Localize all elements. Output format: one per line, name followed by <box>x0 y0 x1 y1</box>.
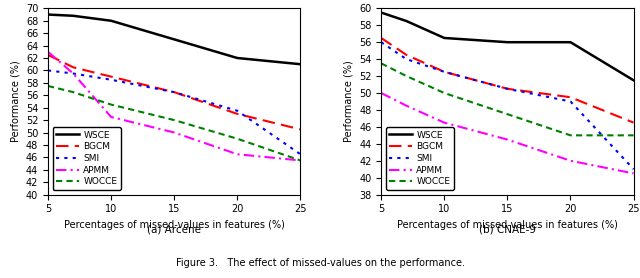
SMI <box>44 69 52 72</box>
WSCE <box>403 19 410 23</box>
BGCM <box>44 53 52 57</box>
APMM <box>378 91 385 95</box>
Text: Figure 3.   The effect of missed-values on the performance.: Figure 3. The effect of missed-values on… <box>175 258 465 268</box>
APMM <box>69 72 77 75</box>
BGCM <box>234 112 241 116</box>
Line: BGCM: BGCM <box>381 38 634 123</box>
Line: APMM: APMM <box>381 93 634 173</box>
SMI <box>170 91 178 94</box>
WSCE <box>630 79 637 82</box>
WOCCE <box>44 84 52 88</box>
SMI <box>630 168 637 171</box>
BGCM <box>566 96 574 99</box>
BGCM <box>630 121 637 124</box>
WSCE <box>296 63 304 66</box>
WOCCE <box>440 91 448 95</box>
Legend: WSCE, BGCM, SMI, APMM, WOCCE: WSCE, BGCM, SMI, APMM, WOCCE <box>386 127 454 190</box>
WSCE <box>234 56 241 60</box>
WOCCE <box>378 62 385 65</box>
APMM <box>296 159 304 162</box>
WSCE <box>504 41 511 44</box>
BGCM <box>378 36 385 40</box>
SMI <box>69 72 77 75</box>
SMI <box>108 78 115 81</box>
Line: WOCCE: WOCCE <box>381 63 634 135</box>
BGCM <box>69 66 77 69</box>
X-axis label: Percentages of missed-values in features (%): Percentages of missed-values in features… <box>397 220 618 230</box>
SMI <box>440 70 448 73</box>
WSCE <box>170 38 178 41</box>
APMM <box>108 115 115 119</box>
WOCCE <box>403 75 410 78</box>
APMM <box>440 121 448 124</box>
APMM <box>234 153 241 156</box>
BGCM <box>440 70 448 73</box>
Line: SMI: SMI <box>381 42 634 169</box>
WSCE <box>378 11 385 14</box>
X-axis label: Percentages of missed-values in features (%): Percentages of missed-values in features… <box>64 220 285 230</box>
APMM <box>504 138 511 141</box>
WSCE <box>440 36 448 40</box>
APMM <box>44 50 52 53</box>
Legend: WSCE, BGCM, SMI, APMM, WOCCE: WSCE, BGCM, SMI, APMM, WOCCE <box>52 127 121 190</box>
WSCE <box>44 13 52 16</box>
SMI <box>296 153 304 156</box>
BGCM <box>504 87 511 90</box>
WOCCE <box>69 91 77 94</box>
APMM <box>403 104 410 107</box>
APMM <box>630 172 637 175</box>
WSCE <box>566 41 574 44</box>
Line: WSCE: WSCE <box>48 14 300 64</box>
SMI <box>378 41 385 44</box>
Line: BGCM: BGCM <box>48 55 300 129</box>
APMM <box>566 159 574 162</box>
Line: SMI: SMI <box>48 70 300 154</box>
SMI <box>504 87 511 90</box>
WOCCE <box>234 137 241 140</box>
Line: APMM: APMM <box>48 52 300 160</box>
APMM <box>170 131 178 134</box>
WOCCE <box>630 134 637 137</box>
WSCE <box>69 14 77 18</box>
SMI <box>566 100 574 103</box>
BGCM <box>170 91 178 94</box>
BGCM <box>296 128 304 131</box>
Y-axis label: Performance (%): Performance (%) <box>344 61 353 142</box>
Text: (b) CNAE-9: (b) CNAE-9 <box>479 224 536 234</box>
WOCCE <box>566 134 574 137</box>
Y-axis label: Performance (%): Performance (%) <box>10 61 20 142</box>
BGCM <box>108 75 115 78</box>
SMI <box>403 58 410 61</box>
SMI <box>234 109 241 113</box>
Line: WOCCE: WOCCE <box>48 86 300 160</box>
WOCCE <box>108 103 115 106</box>
WOCCE <box>296 159 304 162</box>
WSCE <box>108 19 115 23</box>
BGCM <box>403 53 410 57</box>
Line: WSCE: WSCE <box>381 13 634 80</box>
WOCCE <box>170 118 178 122</box>
WOCCE <box>504 113 511 116</box>
Text: (a) Arcene: (a) Arcene <box>147 224 201 234</box>
